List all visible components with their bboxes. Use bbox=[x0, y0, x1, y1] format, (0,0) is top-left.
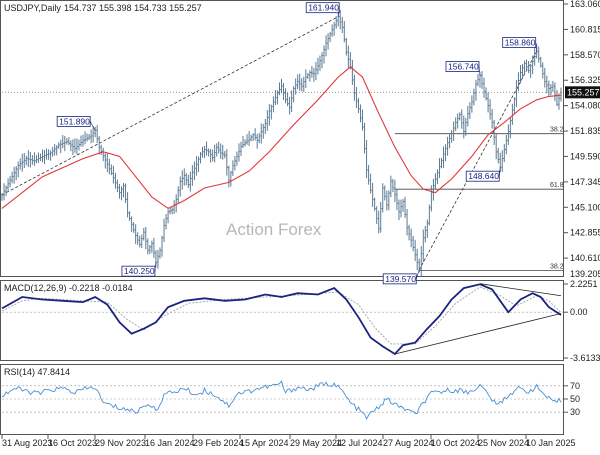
price-y-tick-label: 151.835 bbox=[570, 126, 600, 136]
price-y-tick-label: 163.060 bbox=[570, 0, 600, 9]
rsi-panel: 70 50 30 bbox=[1, 380, 580, 420]
rsi-y-tick-label: 50 bbox=[570, 394, 580, 404]
x-tick-label: 25 Nov 2024 bbox=[478, 438, 529, 448]
rsi-panel-frame bbox=[0, 364, 564, 435]
chart-header-symbol: USDJPY,Daily bbox=[4, 3, 61, 13]
rsi-line bbox=[1, 380, 562, 420]
price-annotation-pointer bbox=[535, 42, 537, 52]
x-tick-label: 29 Nov 2023 bbox=[95, 438, 146, 448]
x-tick-label: 10 Oct 2024 bbox=[431, 438, 480, 448]
x-tick-label: 15 Apr 2024 bbox=[240, 438, 289, 448]
price-y-tick-label: 160.815 bbox=[570, 24, 600, 34]
price-y-tick-label: 154.080 bbox=[570, 101, 600, 111]
x-tick-label: 10 Jan 2025 bbox=[526, 438, 576, 448]
macd-trend-line bbox=[394, 313, 562, 355]
last-price-marker: 155.257 bbox=[565, 86, 600, 99]
macd-line bbox=[1, 283, 562, 356]
price-annotation-pointer bbox=[89, 121, 96, 131]
macd-y-tick-label: 2.2251 bbox=[570, 279, 598, 289]
x-tick-label: 31 Aug 2023 bbox=[2, 438, 53, 448]
price-annotation-label: 148.640 bbox=[468, 171, 499, 181]
price-annotation-label: 161.940 bbox=[308, 3, 339, 13]
price-annotations: 161.940 151.890 140.250 139.570 156.740 158.8… bbox=[56, 2, 537, 285]
macd-panel: 2.2251 0.00 -3.6133 bbox=[1, 279, 600, 363]
macd-signal-line bbox=[1, 286, 562, 345]
fib-level-label: 38.2 bbox=[550, 264, 564, 271]
moving-average-line bbox=[1, 66, 562, 210]
price-annotation-label: 156.740 bbox=[448, 62, 479, 72]
price-y-tick-label: 139.205 bbox=[570, 269, 600, 279]
x-tick-label: 12 Jul 2024 bbox=[336, 438, 383, 448]
price-annotation-label: 139.570 bbox=[385, 274, 416, 284]
last-price-badge bbox=[565, 86, 600, 99]
price-y-tick-label: 149.590 bbox=[570, 151, 600, 161]
last-price-label: 155.257 bbox=[567, 87, 600, 97]
moving-average bbox=[1, 66, 562, 210]
rsi-title: RSI(14) 47.8414 bbox=[4, 367, 70, 377]
price-annotation-pointer bbox=[498, 167, 501, 177]
price-annotation-label: 140.250 bbox=[124, 266, 155, 276]
price-trend-line bbox=[1, 16, 339, 196]
x-tick-label: 16 Oct 2023 bbox=[48, 438, 97, 448]
price-annotation-pointer bbox=[415, 269, 420, 279]
macd-title: MACD(12,26,9) -0.2218 -0.0184 bbox=[4, 283, 133, 293]
rsi-y-tick-label: 30 bbox=[570, 407, 580, 417]
x-tick-label: 29 May 2024 bbox=[290, 438, 342, 448]
macd-y-tick-label: 0.00 bbox=[570, 307, 588, 317]
x-tick-label: 27 Aug 2024 bbox=[383, 438, 434, 448]
price-annotation-pointer bbox=[154, 262, 157, 272]
price-y-tick-label: 158.570 bbox=[570, 50, 600, 60]
macd-y-tick-label: -3.6133 bbox=[570, 353, 600, 363]
watermark: Action Forex bbox=[226, 220, 322, 239]
macd-trend-line bbox=[479, 283, 562, 297]
price-bars bbox=[0, 9, 563, 277]
x-tick-label: 16 Jan 2024 bbox=[145, 438, 195, 448]
price-y-axis: 163.060 160.815 158.570 156.325 154.080 151.8… bbox=[564, 0, 600, 279]
fib-level-label: 38.2 bbox=[550, 127, 564, 134]
price-annotation-label: 151.890 bbox=[59, 116, 90, 126]
price-y-tick-label: 142.855 bbox=[570, 228, 600, 238]
rsi-y-tick-label: 70 bbox=[570, 381, 580, 391]
price-y-tick-label: 145.100 bbox=[570, 202, 600, 212]
price-y-tick-label: 140.610 bbox=[570, 253, 600, 263]
price-y-tick-label: 156.325 bbox=[570, 75, 600, 85]
fib-level-label: 61.8 bbox=[550, 182, 564, 189]
chart-header-ohlc: 154.737 155.398 154.733 155.257 bbox=[64, 3, 202, 13]
price-trend-line bbox=[418, 51, 538, 271]
price-annotation-label: 158.860 bbox=[505, 38, 536, 48]
price-y-tick-label: 147.345 bbox=[570, 177, 600, 187]
price-annotation-pointer bbox=[478, 66, 481, 76]
price-trend-lines bbox=[1, 16, 538, 271]
price-annotation-pointer bbox=[337, 7, 340, 17]
x-tick-label: 29 Feb 2024 bbox=[193, 438, 244, 448]
